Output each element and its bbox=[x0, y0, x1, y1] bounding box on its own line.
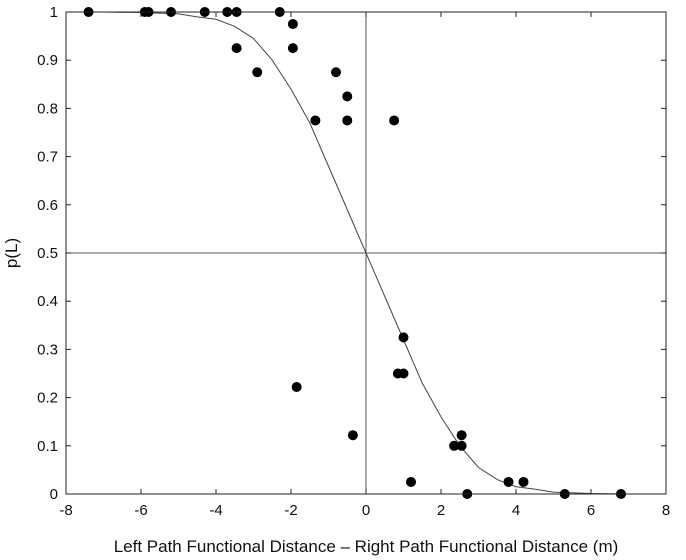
scatter-point bbox=[287, 19, 298, 30]
y-tick-label: 1 bbox=[50, 4, 58, 21]
scatter-point bbox=[287, 43, 298, 54]
y-tick-label: 0.2 bbox=[37, 390, 58, 407]
scatter-point bbox=[456, 440, 467, 451]
scatter-point bbox=[342, 115, 353, 126]
scatter-point bbox=[347, 430, 358, 441]
scatter-point bbox=[389, 115, 400, 126]
scatter-point bbox=[456, 430, 467, 441]
scatter-point bbox=[518, 476, 529, 487]
y-axis-label: p(L) bbox=[2, 238, 21, 268]
y-tick-label: 0.6 bbox=[37, 197, 58, 214]
x-tick-label: -8 bbox=[59, 502, 72, 519]
y-tick-label: 0.8 bbox=[37, 100, 58, 117]
x-tick-label: 8 bbox=[662, 502, 670, 519]
y-axis-ticks: 0 0.1 0.2 0.3 0.4 0.5 0.6 0.7 0.8 0.9 1 bbox=[37, 4, 666, 503]
scatter-point bbox=[398, 368, 409, 379]
scatter-point bbox=[342, 91, 353, 102]
x-tick-label: 6 bbox=[587, 502, 595, 519]
x-tick-label: -6 bbox=[134, 502, 147, 519]
y-tick-label: 0.3 bbox=[37, 341, 58, 358]
scatter-point bbox=[231, 43, 242, 54]
fitted-curve-line bbox=[66, 11, 666, 495]
x-tick-label: -2 bbox=[284, 502, 297, 519]
y-tick-label: 0 bbox=[50, 486, 58, 503]
fitted-curve-layer bbox=[66, 11, 666, 495]
x-tick-label: 0 bbox=[362, 502, 370, 519]
scatter-point bbox=[331, 67, 341, 78]
x-tick-label: 4 bbox=[512, 502, 520, 519]
scatter-point bbox=[291, 381, 302, 392]
x-tick-label: 2 bbox=[437, 502, 445, 519]
scatter-point bbox=[406, 476, 416, 487]
y-tick-label: 0.1 bbox=[37, 438, 58, 455]
scatter-point bbox=[310, 115, 321, 126]
scatter-point bbox=[252, 67, 263, 78]
y-tick-label: 0.4 bbox=[37, 293, 58, 310]
y-tick-label: 0.5 bbox=[37, 245, 58, 262]
x-tick-label: -4 bbox=[209, 502, 222, 519]
scatter-point bbox=[398, 332, 409, 343]
y-tick-label: 0.9 bbox=[37, 52, 58, 69]
x-axis-ticks: -8 -6 -4 -2 0 2 4 6 8 bbox=[59, 12, 670, 519]
y-tick-label: 0.7 bbox=[37, 149, 58, 166]
scatter-point bbox=[503, 476, 514, 487]
x-axis-label: Left Path Functional Distance – Right Pa… bbox=[114, 537, 619, 556]
scatter-point bbox=[449, 440, 460, 451]
